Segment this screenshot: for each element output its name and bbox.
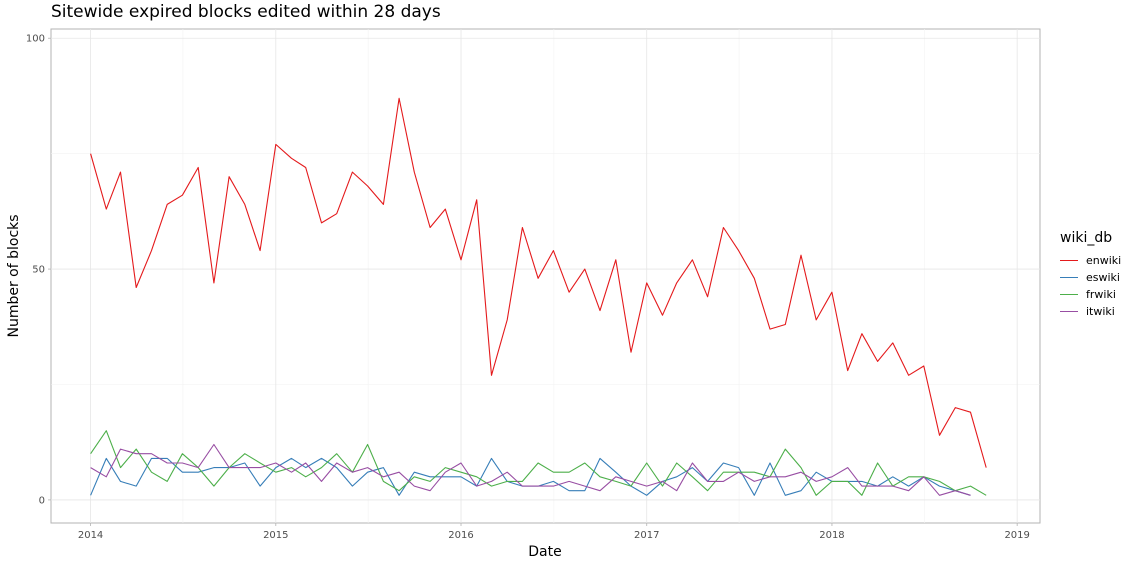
legend-title: wiki_db [1060, 230, 1113, 246]
series-line-itwiki [90, 443, 971, 496]
x-tick-label: 2016 [448, 530, 473, 541]
y-tick-label: 50 [32, 265, 45, 276]
series-lines [90, 97, 987, 496]
x-tick-label: 2014 [78, 530, 103, 541]
series-line-enwiki [90, 97, 987, 468]
series-line-frwiki [90, 430, 987, 496]
x-tick-label: 2017 [634, 530, 659, 541]
legend-label-itwiki: itwiki [1086, 305, 1115, 318]
legend-key-enwiki [1060, 260, 1078, 261]
legend-item-enwiki: enwiki [1060, 252, 1121, 269]
x-axis-title: Date [528, 544, 561, 560]
plot-background [50, 28, 1041, 524]
legend-item-frwiki: frwiki [1060, 286, 1121, 303]
legend-label-eswiki: eswiki [1086, 271, 1120, 284]
legend-item-eswiki: eswiki [1060, 269, 1121, 286]
legend-label-frwiki: frwiki [1086, 288, 1116, 301]
y-axis-title: Number of blocks [6, 214, 22, 337]
legend-item-itwiki: itwiki [1060, 303, 1121, 320]
chart-title: Sitewide expired blocks edited within 28… [51, 2, 441, 22]
legend: wiki_db enwiki eswiki frwiki itwiki [1060, 230, 1121, 320]
legend-key-itwiki [1060, 311, 1078, 312]
x-tick-label: 2015 [263, 530, 288, 541]
grid-lines [51, 29, 1040, 523]
legend-key-frwiki [1060, 294, 1078, 295]
legend-label-enwiki: enwiki [1086, 254, 1122, 267]
tick-labels: 0 50 100 2014 2015 2016 2017 2018 2019 [26, 34, 1030, 541]
legend-key-eswiki [1060, 277, 1078, 278]
y-tick-label: 100 [26, 34, 45, 45]
x-tick-label: 2019 [1004, 530, 1029, 541]
y-tick-label: 0 [39, 495, 45, 506]
x-tick-label: 2018 [819, 530, 844, 541]
legend-items: enwiki eswiki frwiki itwiki [1060, 252, 1121, 320]
